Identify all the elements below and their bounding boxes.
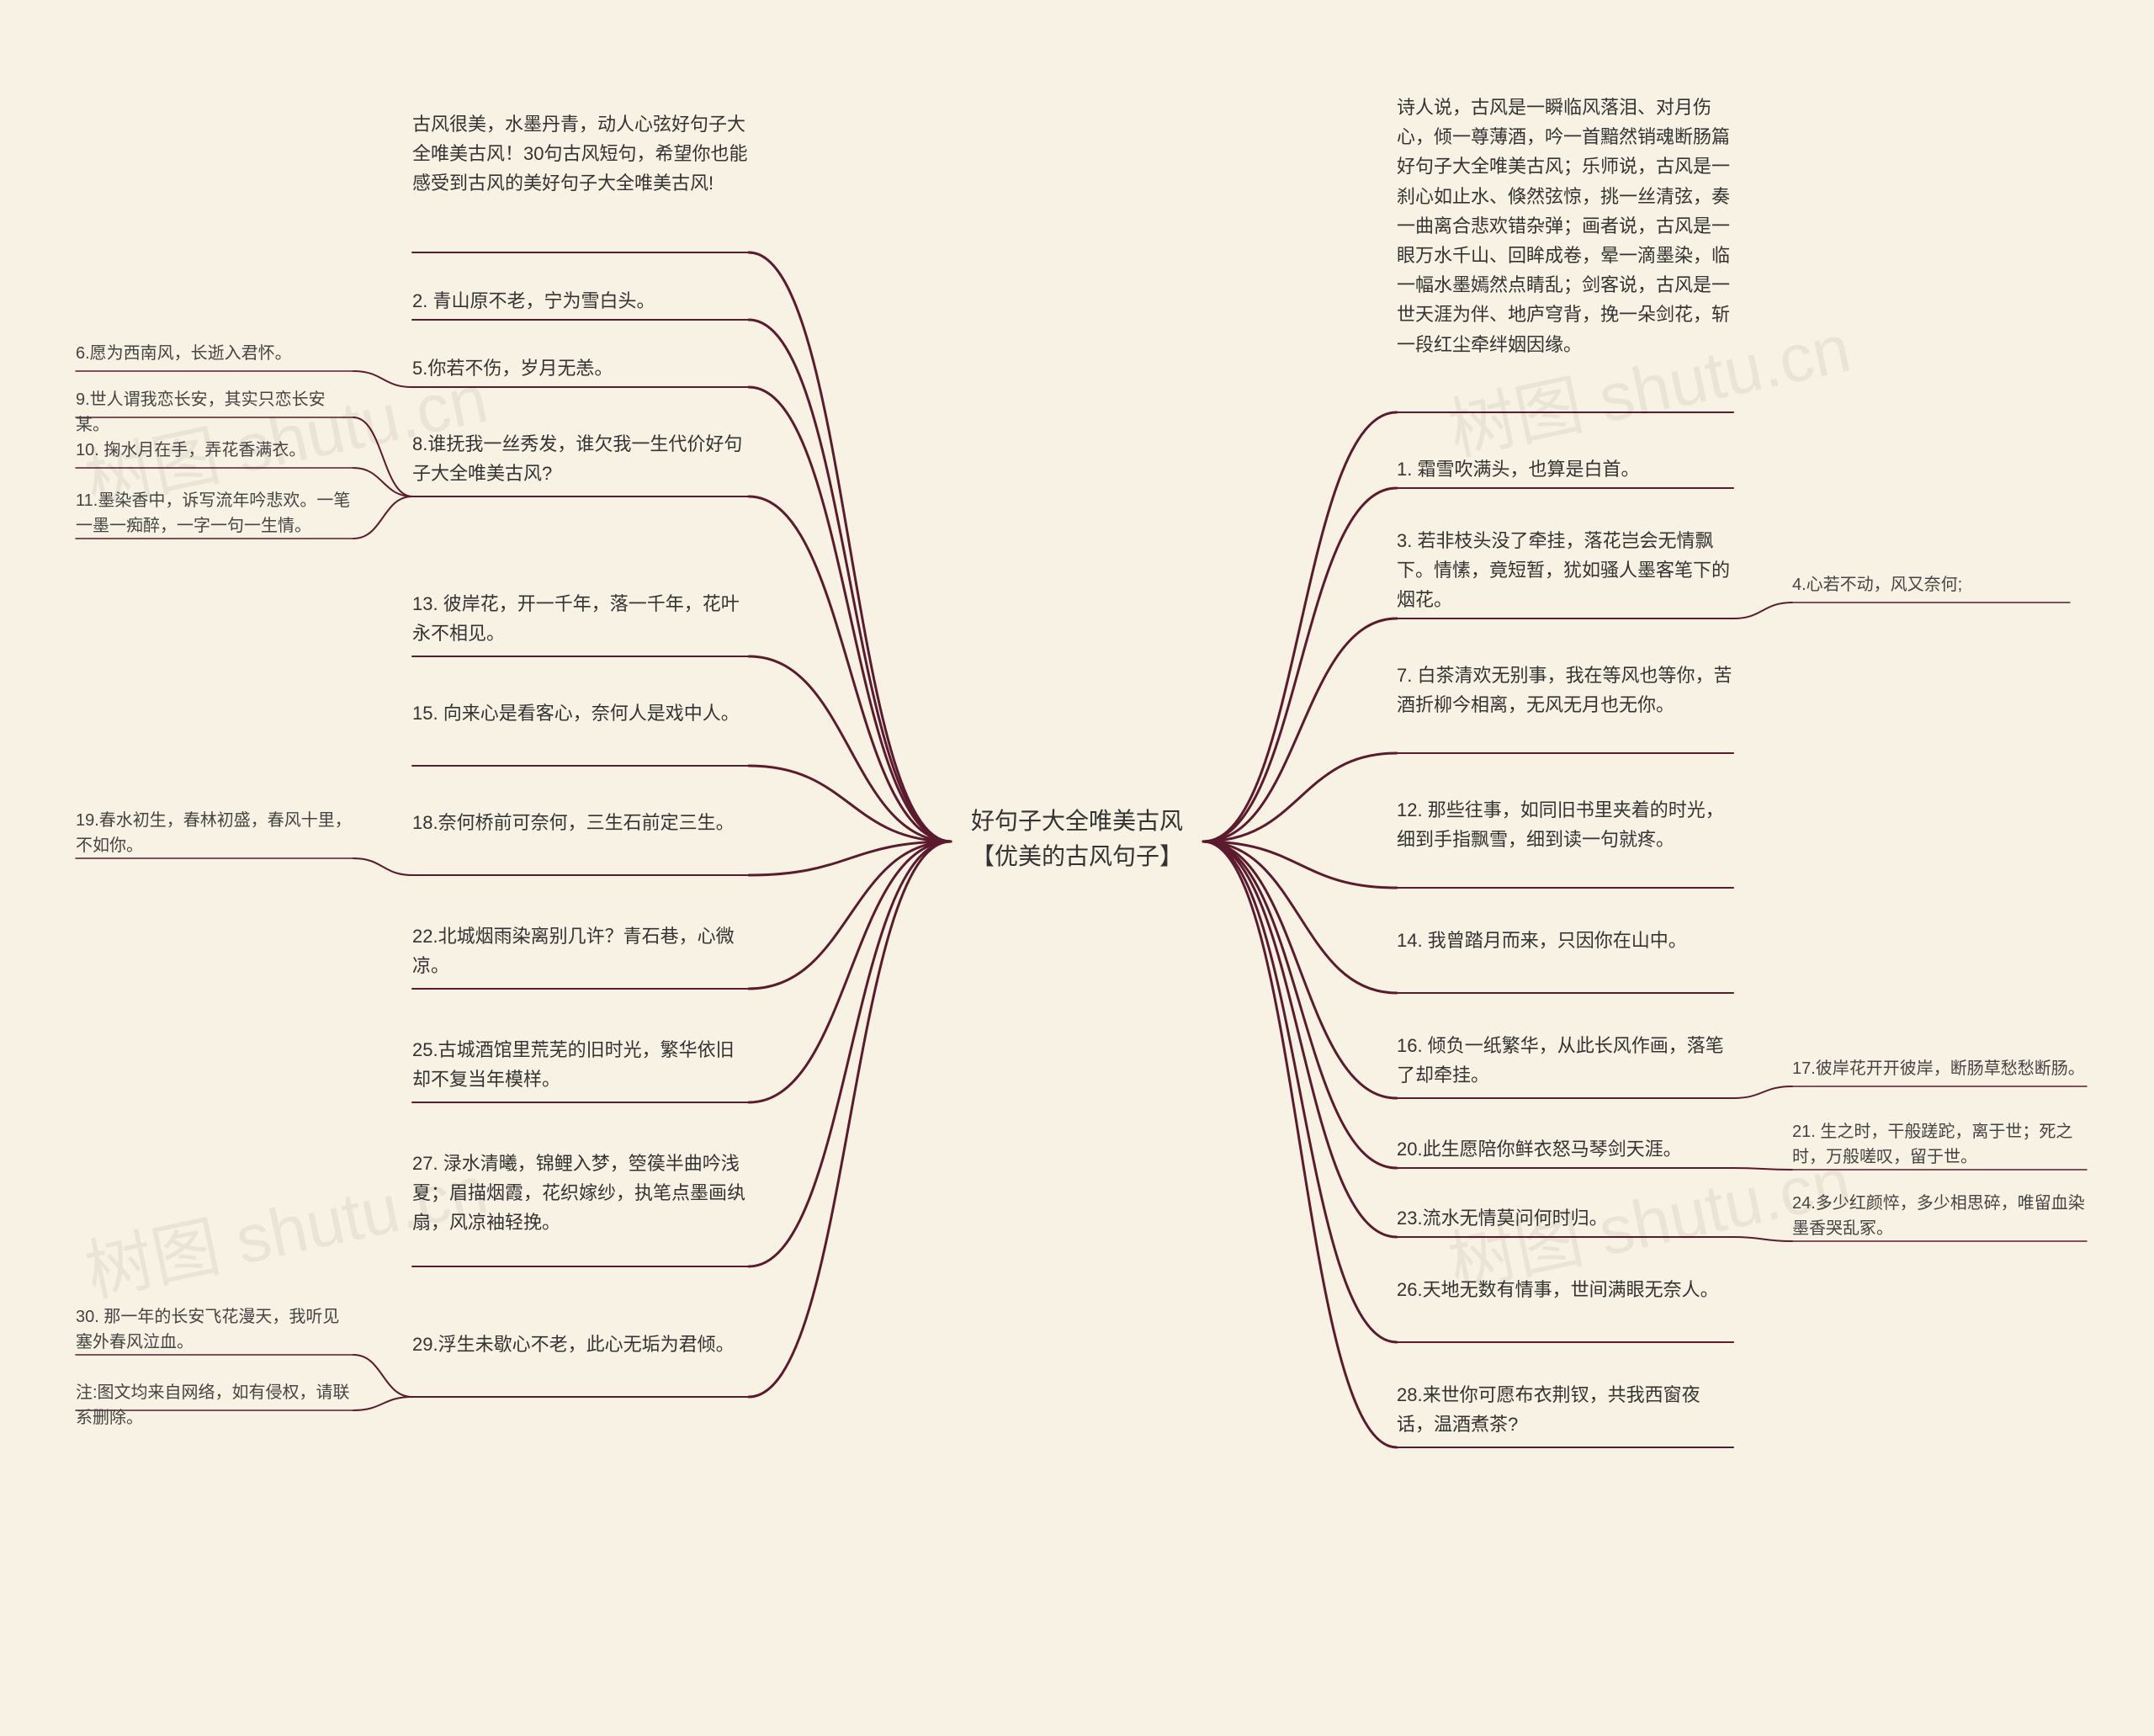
mindmap-leaf[interactable]: 24.多少红颜悴，多少相思碎，唯留血染墨香哭乱冢。	[1792, 1191, 2087, 1241]
mindmap-node[interactable]: 5.你若不伤，岁月无恙。	[412, 353, 749, 383]
mindmap-leaf[interactable]: 21. 生之时，干般蹉跎，离于世；死之时，万般嗟叹，留于世。	[1792, 1119, 2087, 1170]
mindmap-root[interactable]: 好句子大全唯美古风【优美的古风句子】	[955, 804, 1199, 874]
mindmap-node[interactable]: 3. 若非枝头没了牵挂，落花岂会无情飘下。情愫，竟短暂，犹如骚人墨客笔下的烟花。	[1397, 526, 1733, 615]
mindmap-leaf[interactable]: 19.春水初生，春林初盛，春风十里，不如你。	[76, 808, 353, 858]
mindmap-leaf[interactable]: 30. 那一年的长安飞花漫天，我听见塞外春风泣血。	[76, 1304, 353, 1355]
mindmap-leaf[interactable]: 17.彼岸花开开彼岸，断肠草愁愁断肠。	[1792, 1056, 2087, 1081]
mindmap-leaf[interactable]: 4.心若不动，风又奈何;	[1792, 572, 2070, 597]
mindmap-node[interactable]: 20.此生愿陪你鲜衣怒马琴剑天涯。	[1397, 1134, 1733, 1164]
mindmap-node[interactable]: 18.奈何桥前可奈何，三生石前定三生。	[412, 808, 749, 837]
mindmap-node[interactable]: 15. 向来心是看客心，奈何人是戏中人。	[412, 698, 749, 728]
mindmap-leaf[interactable]: 10. 掬水月在手，弄花香满衣。	[76, 438, 353, 463]
mindmap-node[interactable]: 22.北城烟雨染离别几许？青石巷，心微凉。	[412, 921, 749, 980]
mindmap-node[interactable]: 2. 青山原不老，宁为雪白头。	[412, 286, 749, 316]
mindmap-node[interactable]: 26.天地无数有情事，世间满眼无奈人。	[1397, 1275, 1733, 1304]
mindmap-leaf[interactable]: 9.世人谓我恋长安，其实只恋长安某。	[76, 387, 353, 438]
mindmap-leaf[interactable]: 11.墨染香中，诉写流年吟悲欢。一笔一墨一痴醉，一字一句一生情。	[76, 488, 353, 539]
mindmap-node[interactable]: 23.流水无情莫问何时归。	[1397, 1203, 1733, 1233]
mindmap-node[interactable]: 27. 渌水清曦，锦鲤入梦，箜篌半曲吟浅夏；眉描烟霞，花织嫁纱，执笔点墨画纨扇，…	[412, 1149, 749, 1238]
mindmap-node[interactable]: 诗人说，古风是一瞬临风落泪、对月伤心，倾一尊薄酒，吟一首黯然销魂断肠篇好句子大全…	[1397, 93, 1733, 359]
mindmap-node[interactable]: 16. 倾负一纸繁华，从此长风作画，落笔了却牵挂。	[1397, 1031, 1733, 1090]
mindmap-node[interactable]: 29.浮生未歇心不老，此心无垢为君倾。	[412, 1330, 749, 1359]
mindmap-node[interactable]: 14. 我曾踏月而来，只因你在山中。	[1397, 926, 1733, 955]
mindmap-node[interactable]: 28.来世你可愿布衣荆钗，共我西窗夜话，温酒煮茶?	[1397, 1380, 1733, 1439]
mindmap-node[interactable]: 1. 霜雪吹满头，也算是白首。	[1397, 454, 1733, 484]
mindmap-leaf[interactable]: 注:图文均来自网络，如有侵权，请联系删除。	[76, 1380, 353, 1431]
mindmap-node[interactable]: 12. 那些往事，如同旧书里夹着的时光，细到手指飘雪，细到读一句就疼。	[1397, 795, 1733, 854]
mindmap-node[interactable]: 13. 彼岸花，开一千年，落一千年，花叶永不相见。	[412, 589, 749, 648]
mindmap-node[interactable]: 8.谁抚我一丝秀发，谁欠我一生代价好句子大全唯美古风?	[412, 429, 749, 488]
mindmap-leaf[interactable]: 6.愿为西南风，长逝入君怀。	[76, 341, 353, 366]
mindmap-node[interactable]: 25.古城酒馆里荒芜的旧时光，繁华依旧却不复当年模样。	[412, 1035, 749, 1094]
mindmap-node[interactable]: 7. 白茶清欢无别事，我在等风也等你，苦酒折柳今相离，无风无月也无你。	[1397, 661, 1733, 719]
mindmap-node[interactable]: 古风很美，水墨丹青，动人心弦好句子大全唯美古风！30句古风短句，希望你也能感受到…	[412, 109, 749, 199]
